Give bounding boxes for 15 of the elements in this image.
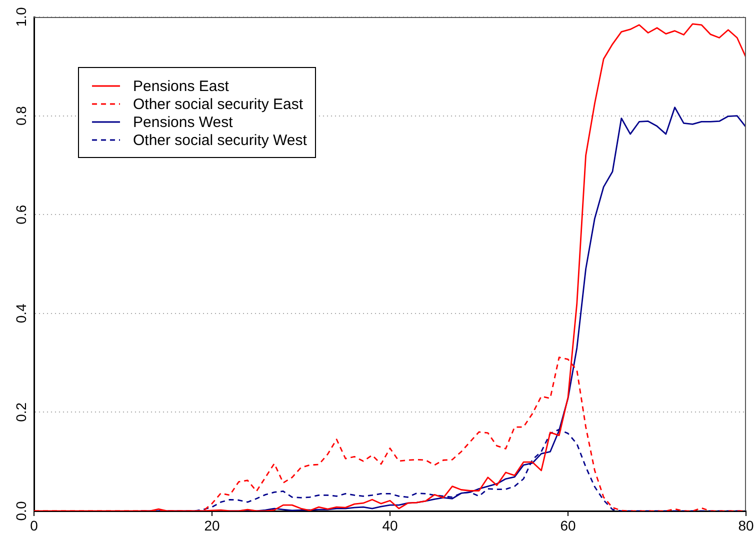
y-tick-label: 0.8 (13, 106, 30, 126)
legend-label: Other social security West (133, 132, 307, 148)
x-tick-label: 80 (738, 517, 754, 534)
y-tick-label: 0.4 (13, 303, 30, 324)
legend-label: Pensions East (133, 78, 229, 94)
y-tick-label: 0.2 (13, 402, 30, 422)
x-tick-label: 0 (30, 517, 38, 534)
legend-label: Other social security East (133, 96, 304, 112)
x-tick-label: 40 (382, 517, 398, 534)
y-tick-label: 1.0 (13, 7, 30, 27)
x-tick-label: 60 (560, 517, 576, 534)
y-tick-label: 0.6 (13, 204, 30, 224)
x-tick-label: 20 (204, 517, 220, 534)
legend-label: Pensions West (133, 114, 233, 130)
y-tick-label: 0.0 (13, 501, 30, 521)
